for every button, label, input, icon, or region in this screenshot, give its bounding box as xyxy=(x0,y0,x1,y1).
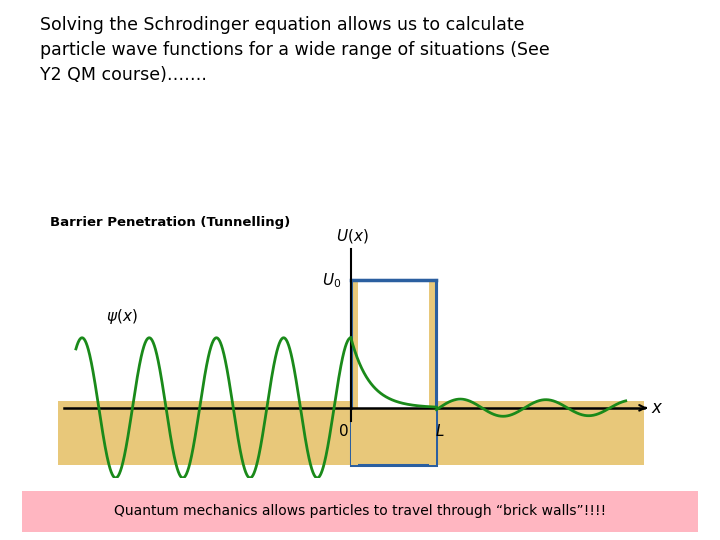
Text: $x$: $x$ xyxy=(652,399,664,417)
Bar xyxy=(351,280,436,408)
Bar xyxy=(351,280,436,465)
Text: $0$: $0$ xyxy=(338,423,348,439)
Bar xyxy=(22,491,698,532)
Text: $\psi(x)$: $\psi(x)$ xyxy=(107,307,138,326)
Bar xyxy=(429,280,436,465)
Text: $L$: $L$ xyxy=(435,423,444,439)
Text: $U_0$: $U_0$ xyxy=(323,271,342,290)
Bar xyxy=(58,401,644,465)
Bar xyxy=(351,280,358,465)
Text: Solving the Schrodinger equation allows us to calculate
particle wave functions : Solving the Schrodinger equation allows … xyxy=(40,16,549,84)
Text: Barrier Penetration (Tunnelling): Barrier Penetration (Tunnelling) xyxy=(50,216,291,229)
Text: $U(x)$: $U(x)$ xyxy=(336,227,369,245)
Text: Quantum mechanics allows particles to travel through “brick walls”!!!!: Quantum mechanics allows particles to tr… xyxy=(114,504,606,518)
